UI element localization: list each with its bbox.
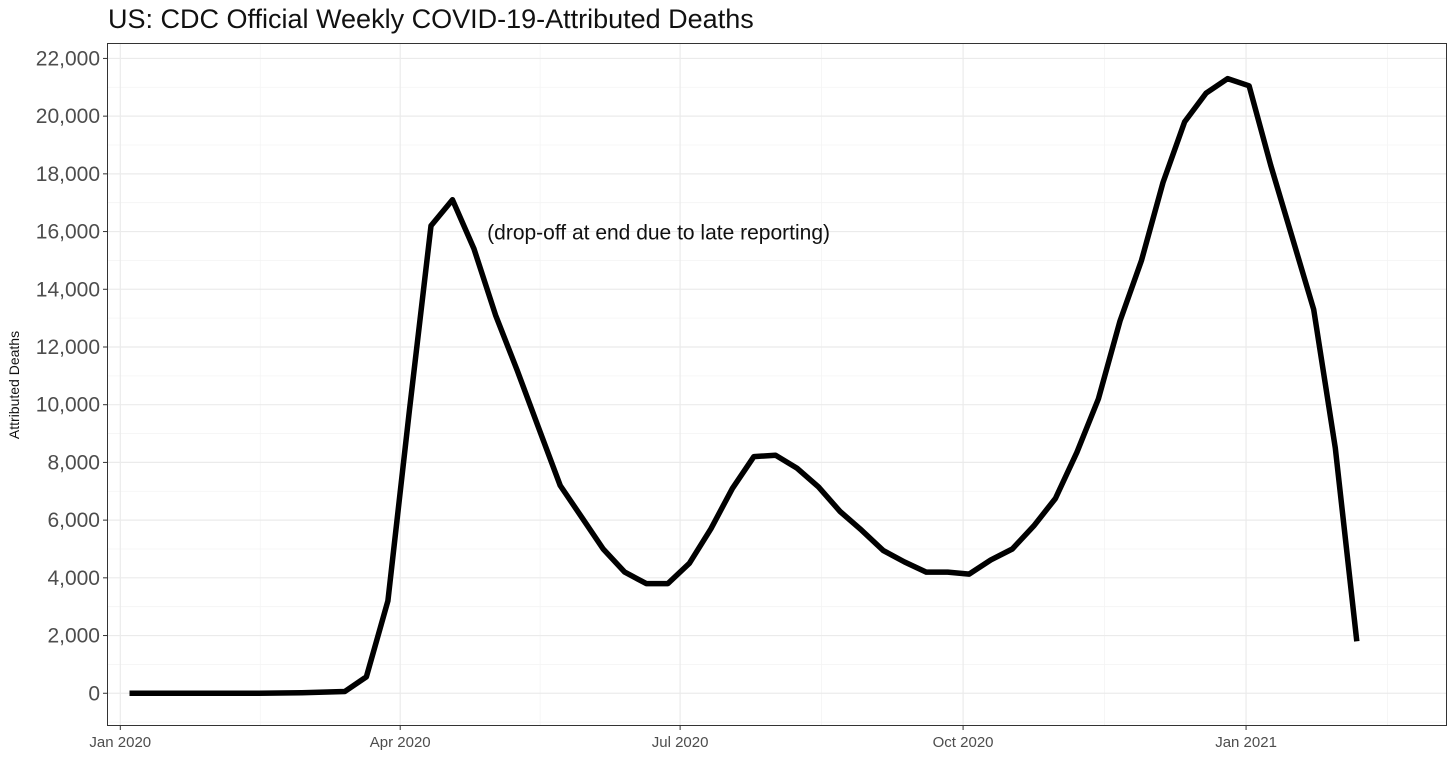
y-tick-label: 22,000 (36, 47, 100, 70)
y-axis: 0 2,000 4,000 6,000 8,000 10,000 12,000 14,000 1… (36, 47, 108, 705)
y-tick-label: 2,000 (47, 625, 100, 648)
x-tick-label: Jan 2021 (1215, 734, 1277, 751)
y-tick-label: 14,000 (36, 278, 100, 301)
x-tick-label: Jul 2020 (652, 734, 709, 751)
y-tick-label: 4,000 (47, 567, 100, 590)
x-axis: Jan 2020 Apr 2020 Jul 2020 Oct 2020 Jan 2021 (89, 725, 1277, 751)
x-tick-label: Oct 2020 (933, 734, 994, 751)
plot-panel-border (107, 43, 1447, 726)
chart-title: US: CDC Official Weekly COVID-19-Attribu… (108, 4, 754, 34)
y-axis-label: Attributed Deaths (6, 331, 22, 439)
y-tick-label: 20,000 (36, 105, 100, 128)
major-gridlines (108, 44, 1446, 725)
x-tick-label: Apr 2020 (370, 734, 431, 751)
y-tick-label: 0 (88, 682, 100, 705)
x-tick-label: Jan 2020 (89, 734, 151, 751)
y-tick-label: 6,000 (47, 509, 100, 532)
y-tick-label: 18,000 (36, 163, 100, 186)
series-layer (129, 75, 1360, 697)
y-tick-label: 8,000 (47, 451, 100, 474)
y-tick-label: 16,000 (36, 221, 100, 244)
y-tick-label: 10,000 (36, 394, 100, 417)
chart-annotation: (drop-off at end due to late reporting) (487, 222, 830, 245)
minor-gridlines (108, 44, 1446, 725)
series-line (129, 75, 1360, 697)
y-tick-label: 12,000 (36, 336, 100, 359)
